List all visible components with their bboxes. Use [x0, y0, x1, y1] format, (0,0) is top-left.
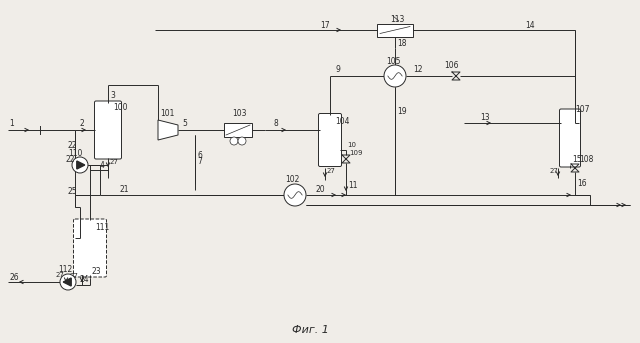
Text: 3: 3 — [110, 91, 115, 99]
FancyBboxPatch shape — [74, 219, 106, 277]
Text: 108: 108 — [579, 154, 593, 164]
Text: 102: 102 — [285, 176, 300, 185]
Circle shape — [60, 274, 76, 290]
Text: 112: 112 — [58, 265, 72, 274]
Text: 107: 107 — [575, 106, 589, 115]
Text: 105: 105 — [386, 58, 401, 67]
FancyBboxPatch shape — [95, 101, 122, 159]
Text: 27: 27 — [550, 168, 559, 174]
Text: 21: 21 — [120, 185, 129, 193]
Text: 25: 25 — [67, 188, 77, 197]
Text: 5: 5 — [182, 119, 187, 129]
Text: 7: 7 — [197, 157, 202, 166]
Text: 100: 100 — [113, 104, 127, 113]
Text: 13: 13 — [480, 114, 490, 122]
Text: 27: 27 — [327, 168, 336, 174]
Text: 27: 27 — [56, 272, 65, 278]
Text: 104: 104 — [335, 118, 349, 127]
Text: 16: 16 — [577, 178, 587, 188]
Text: 24: 24 — [80, 275, 90, 284]
Text: 106: 106 — [444, 61, 458, 71]
Text: 113: 113 — [390, 15, 404, 24]
Text: 103: 103 — [232, 109, 246, 118]
Text: 8: 8 — [273, 119, 278, 129]
Text: 2: 2 — [80, 119, 84, 129]
Polygon shape — [63, 278, 71, 286]
Text: 23: 23 — [92, 267, 102, 275]
Text: 15: 15 — [572, 155, 582, 165]
Text: 19: 19 — [397, 106, 406, 116]
Text: 27: 27 — [70, 273, 79, 279]
Bar — [377, 24, 413, 36]
Circle shape — [230, 137, 238, 145]
Polygon shape — [77, 161, 84, 169]
Text: 27: 27 — [110, 159, 119, 165]
Circle shape — [384, 65, 406, 87]
Text: 22: 22 — [67, 141, 77, 150]
Text: 17: 17 — [320, 21, 330, 29]
Text: 12: 12 — [413, 66, 422, 74]
Bar — [224, 123, 252, 137]
Circle shape — [238, 137, 246, 145]
FancyBboxPatch shape — [559, 109, 580, 167]
Polygon shape — [158, 120, 178, 140]
Text: 111: 111 — [95, 224, 109, 233]
Text: 18: 18 — [397, 38, 406, 47]
Text: 14: 14 — [525, 21, 534, 29]
Text: 26: 26 — [10, 272, 20, 282]
FancyBboxPatch shape — [319, 114, 342, 166]
Text: 20: 20 — [315, 185, 324, 193]
Text: 4: 4 — [100, 161, 105, 169]
Text: 6: 6 — [197, 151, 202, 159]
Text: 9: 9 — [335, 66, 340, 74]
Circle shape — [284, 184, 306, 206]
Text: 101: 101 — [160, 109, 174, 118]
Circle shape — [72, 157, 88, 173]
Text: 22: 22 — [65, 155, 74, 165]
Text: 110: 110 — [68, 149, 83, 157]
Text: 109: 109 — [349, 150, 362, 156]
Text: 11: 11 — [348, 180, 358, 189]
Text: 10: 10 — [347, 142, 356, 148]
Text: Фиг. 1: Фиг. 1 — [292, 325, 328, 335]
Text: 1: 1 — [9, 119, 13, 129]
